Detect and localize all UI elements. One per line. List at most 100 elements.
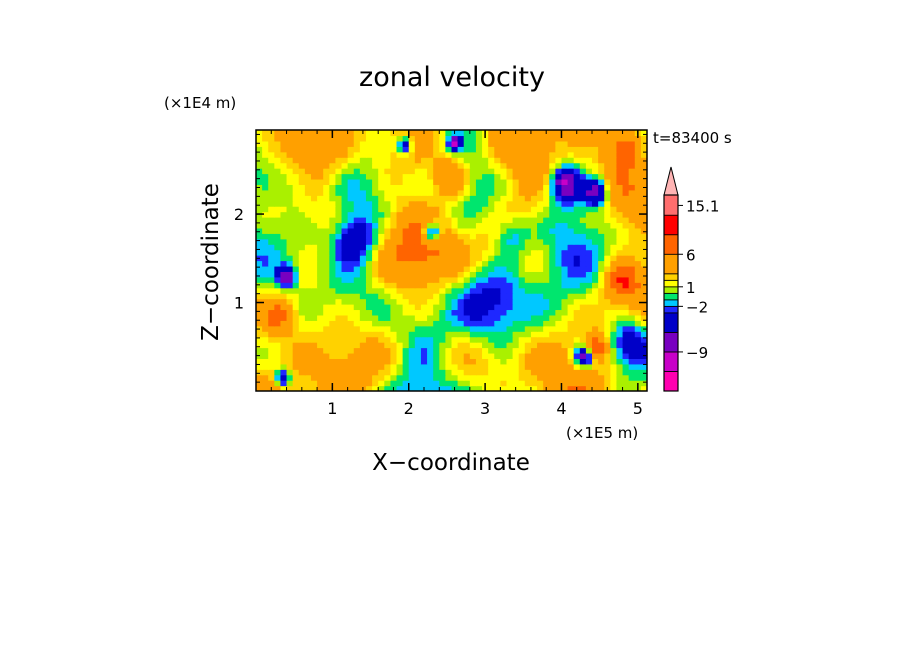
- contour-cell: [304, 211, 312, 218]
- contour-cell: [573, 309, 581, 316]
- contour-cell: [634, 293, 642, 300]
- contour-cell: [616, 276, 624, 283]
- contour-cell: [475, 314, 483, 321]
- contour-cell: [549, 298, 556, 305]
- contour-cell: [561, 151, 569, 158]
- contour-cell: [512, 184, 520, 191]
- contour-cell: [402, 342, 410, 349]
- contour-cell: [561, 369, 569, 376]
- contour-cell: [329, 249, 337, 256]
- contour-cell: [274, 255, 282, 262]
- contour-cell: [561, 314, 569, 321]
- contour-cell: [567, 146, 575, 153]
- contour-cell: [317, 238, 324, 245]
- contour-cell: [286, 293, 294, 300]
- contour-cell: [268, 249, 275, 256]
- contour-cell: [427, 282, 434, 289]
- contour-cell: [628, 217, 636, 224]
- contour-cell: [439, 211, 446, 218]
- contour-cell: [518, 271, 526, 278]
- contour-cell: [500, 173, 508, 180]
- contour-cell: [329, 304, 337, 311]
- contour-cell: [408, 211, 416, 218]
- contour-cell: [494, 325, 501, 332]
- contour-cell: [420, 157, 428, 164]
- contour-cell: [469, 151, 477, 158]
- contour-cell: [463, 320, 471, 327]
- contour-cell: [353, 211, 361, 218]
- contour-cell: [518, 249, 526, 256]
- contour-cell: [274, 309, 282, 316]
- contour-cell: [268, 162, 275, 169]
- contour-cell: [414, 211, 422, 218]
- contour-cell: [390, 276, 398, 283]
- contour-cell: [634, 336, 642, 343]
- contour-cell: [469, 184, 477, 191]
- contour-cell: [256, 342, 263, 349]
- contour-cell: [537, 287, 544, 294]
- contour-cell: [262, 282, 269, 289]
- contour-cell: [433, 227, 440, 234]
- contour-cell: [433, 314, 440, 321]
- contour-cell: [567, 320, 575, 327]
- contour-cell: [518, 293, 526, 300]
- contour-cell: [634, 146, 642, 153]
- contour-cell: [549, 260, 556, 267]
- contour-cell: [414, 331, 422, 338]
- contour-cell: [396, 385, 404, 391]
- contour-cell: [524, 211, 532, 218]
- contour-cell: [274, 293, 282, 300]
- contour-cell: [439, 358, 446, 365]
- contour-cell: [640, 238, 647, 245]
- contour-cell: [512, 168, 520, 175]
- contour-cell: [598, 374, 605, 381]
- contour-cell: [439, 249, 446, 256]
- contour-cell: [359, 314, 367, 321]
- contour-cell: [512, 157, 520, 164]
- contour-cell: [512, 200, 520, 207]
- contour-cell: [347, 184, 355, 191]
- contour-cell: [317, 211, 324, 218]
- contour-cell: [494, 287, 501, 294]
- contour-cell: [463, 369, 471, 376]
- contour-cell: [317, 363, 324, 370]
- contour-cell: [329, 369, 337, 376]
- contour-cell: [475, 168, 483, 175]
- contour-cell: [378, 385, 385, 391]
- contour-cell: [286, 276, 294, 283]
- contour-cell: [304, 304, 312, 311]
- contour-cell: [256, 380, 263, 387]
- contour-cell: [475, 255, 483, 262]
- contour-cell: [420, 249, 428, 256]
- contour-cell: [280, 260, 288, 267]
- contour-cell: [439, 195, 446, 202]
- contour-cell: [262, 200, 269, 207]
- contour-cell: [286, 151, 294, 158]
- contour-cell: [555, 380, 563, 387]
- contour-cell: [494, 331, 501, 338]
- contour-cell: [494, 206, 501, 213]
- contour-cell: [317, 374, 324, 381]
- contour-cell: [640, 189, 647, 196]
- contour-cell: [524, 135, 532, 142]
- contour-cell: [304, 320, 312, 327]
- contour-cell: [506, 130, 514, 137]
- contour-cell: [628, 200, 636, 207]
- contour-cell: [414, 222, 422, 229]
- contour-cell: [402, 168, 410, 175]
- contour-cell: [372, 320, 379, 327]
- contour-cell: [579, 342, 587, 349]
- contour-cell: [427, 238, 434, 245]
- contour-cell: [494, 342, 501, 349]
- contour-cell: [463, 168, 471, 175]
- contour-cell: [463, 282, 471, 289]
- contour-cell: [482, 178, 489, 185]
- contour-cell: [543, 238, 550, 245]
- contour-cell: [530, 173, 538, 180]
- contour-cell: [262, 293, 269, 300]
- contour-cell: [518, 233, 526, 240]
- contour-cell: [286, 352, 294, 359]
- contour-cell: [494, 347, 501, 354]
- contour-cell: [640, 162, 647, 169]
- contour-cell: [433, 347, 440, 354]
